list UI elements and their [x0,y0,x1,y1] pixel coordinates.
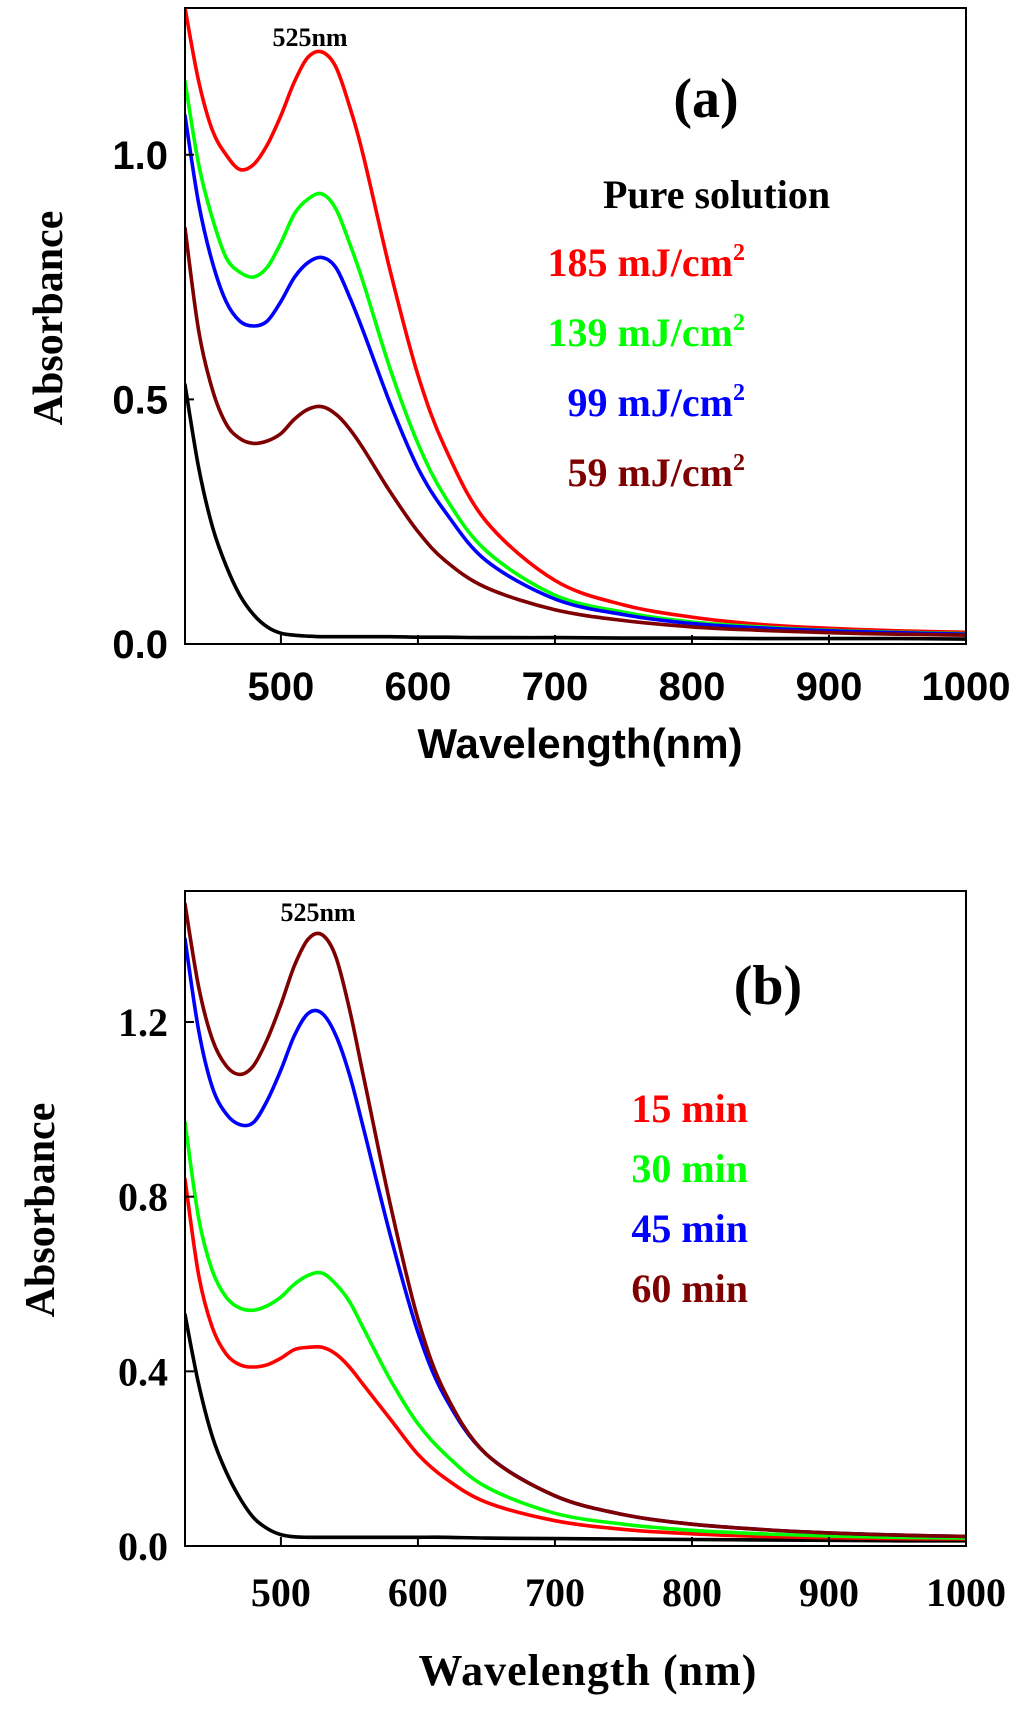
panel-a-x-tick-label-3: 800 [659,665,726,709]
panel-a-legend: Pure solution 185 mJ/cm2 139 mJ/cm2 99 mJ/… [547,172,830,495]
panel-b-x-tick-label-4: 900 [799,1570,859,1615]
panel-a-legend-entry-4: 59 mJ/cm2 [567,450,745,495]
panel-b-series-group [185,902,966,1543]
panel-a-x-tick-label-0: 500 [248,665,315,709]
panel-a-series-line-4 [185,226,966,637]
panel-b-legend-entry-3: 45 min [631,1206,748,1251]
panel-b-legend: 15 min 30 min 45 min 60 min [631,1086,748,1311]
panel-a-x-tick-label-2: 700 [522,665,589,709]
panel-b-legend-entry-4: 60 min [631,1266,748,1311]
panel-b-plot-frame [184,890,967,1547]
panel-b-series-line-3 [185,937,966,1539]
panel-a-x-tick-label-5: 1000 [922,665,1011,709]
panel-b-y-tick-label-0: 0.0 [118,1524,168,1569]
panel-a-legend-entry-2: 139 mJ/cm2 [547,310,745,355]
panel-b-series-line-4 [185,902,966,1539]
panel-b-y-tick-label-1: 0.4 [118,1349,168,1394]
panel-a-legend-entry-3: 99 mJ/cm2 [567,380,745,425]
panel-b-y-tick-label-3: 1.2 [118,1000,168,1045]
panel-a-y-axis-label: Absorbance [26,211,72,426]
panel-a-plot-frame [184,7,967,645]
panel-a-peak-annotation: 525nm [272,23,347,52]
chart-panel-a: 500 600 700 800 900 1000 0.0 0.5 1.0 (a) 525nm W… [26,7,1010,767]
panel-b-series-line-0 [185,1312,966,1543]
panel-b-y-axis-label: Absorbance [18,1103,64,1318]
panel-b-x-tick-label-1: 600 [388,1570,448,1615]
panel-a-series-line-1 [185,8,966,635]
panel-b-legend-entry-2: 30 min [631,1146,748,1191]
panel-a-ticks: 500 600 700 800 900 1000 0.0 0.5 1.0 [112,134,1010,709]
panel-a-series-line-2 [185,79,966,636]
panel-a-series-line-0 [185,382,966,641]
panel-a-legend-title: Pure solution [603,172,830,217]
panel-b-series-line-2 [185,1120,966,1540]
panel-a-series-group [185,8,966,641]
panel-b-y-tick-label-2: 0.8 [118,1175,168,1220]
panel-b-x-tick-label-3: 800 [662,1570,722,1615]
chart-panel-b: 500 600 700 800 900 1000 0.0 0.4 0.8 1.2 (b) 525n… [18,890,1006,1695]
panel-a-y-tick-label-1: 0.5 [112,378,168,422]
panel-a-x-tick-label-1: 600 [385,665,452,709]
panel-a-y-tick-label-0: 0.0 [112,623,168,667]
panel-b-series-line-1 [185,1177,966,1541]
panel-b-peak-annotation: 525nm [280,898,355,927]
panel-b-legend-entry-1: 15 min [631,1086,748,1131]
panel-b-x-tick-label-5: 1000 [926,1570,1006,1615]
panel-b-label: (b) [734,955,802,1017]
panel-b-x-tick-label-0: 500 [251,1570,311,1615]
panel-a-x-axis-label: Wavelength(nm) [417,720,742,767]
panel-b-ticks: 500 600 700 800 900 1000 0.0 0.4 0.8 1.2 [118,1000,1006,1615]
panel-b-x-tick-label-2: 700 [525,1570,585,1615]
panel-a-label: (a) [673,68,738,130]
panel-a-y-tick-label-2: 1.0 [112,134,168,178]
panel-a-x-tick-label-4: 900 [796,665,863,709]
panel-a-legend-entry-1: 185 mJ/cm2 [547,240,745,285]
panel-b-x-axis-label: Wavelength (nm) [419,1646,758,1695]
panel-a-series-line-3 [185,113,966,636]
